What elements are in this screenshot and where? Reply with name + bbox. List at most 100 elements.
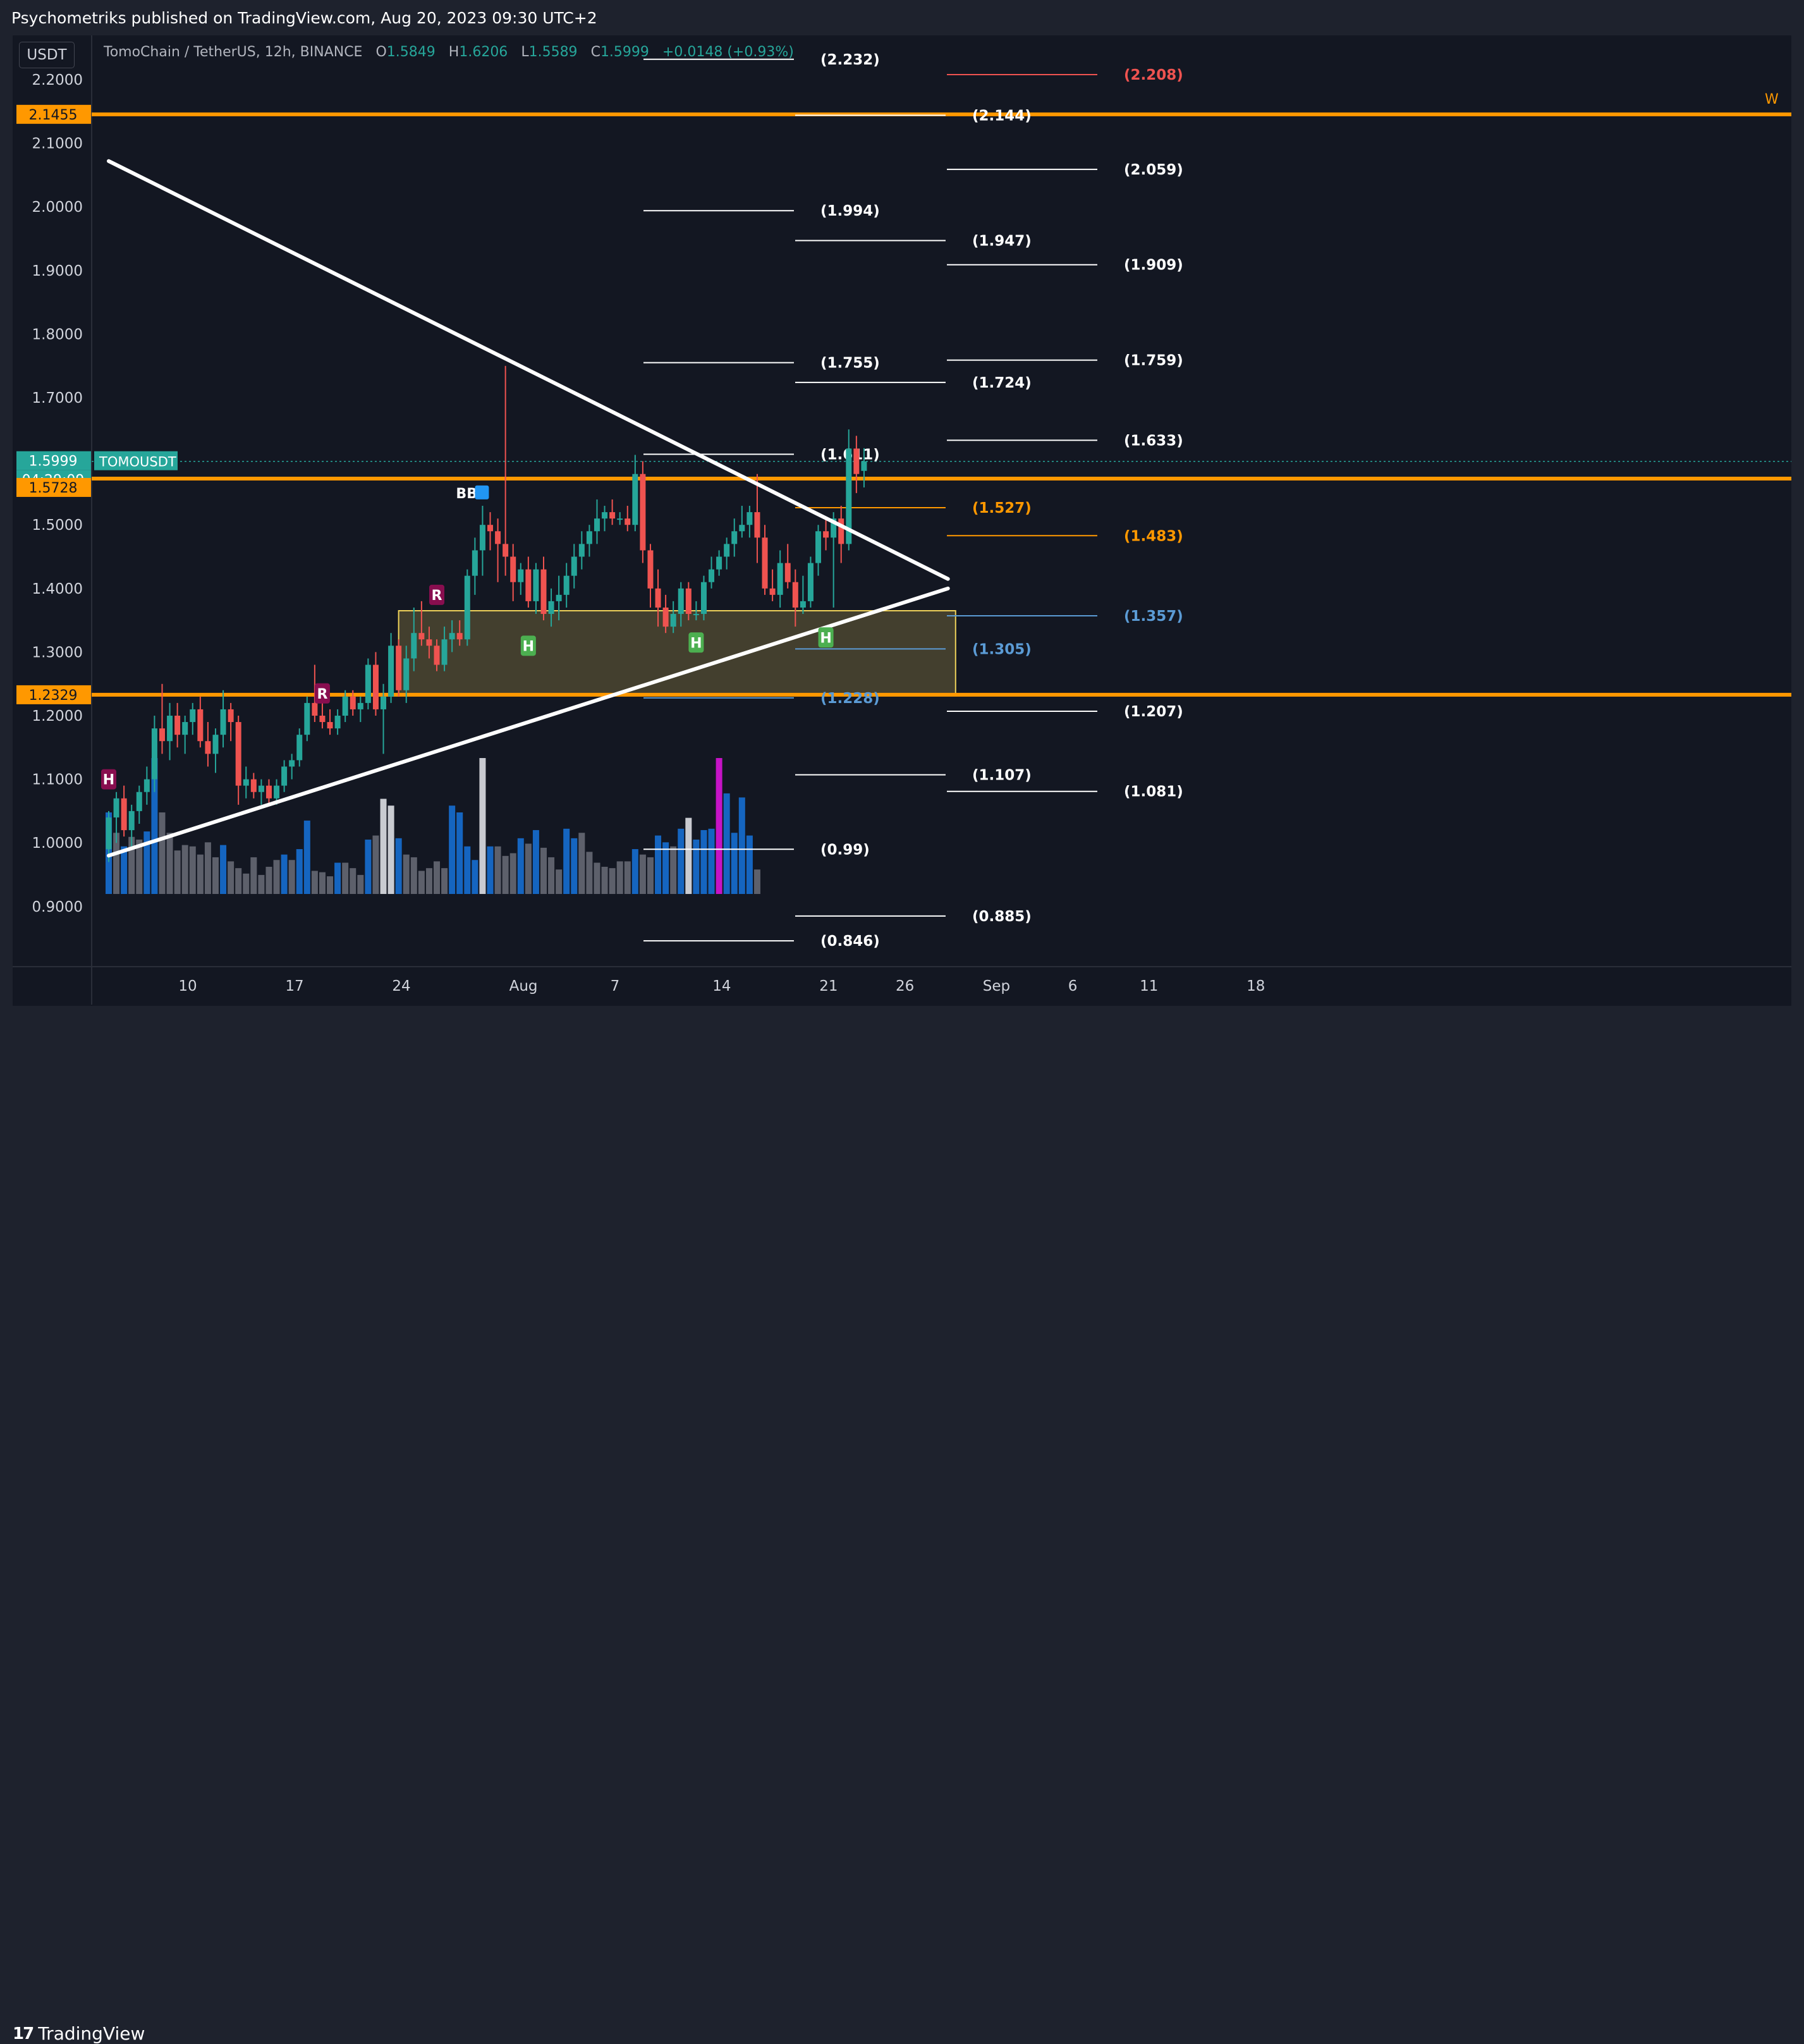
x-tick-label: Sep bbox=[983, 978, 1010, 994]
tradingview-logo[interactable]: 17 TradingView bbox=[13, 2023, 145, 2044]
x-tick-label: 7 bbox=[611, 978, 620, 994]
y-tick-label: 1.8000 bbox=[32, 326, 83, 343]
volume-bar bbox=[685, 817, 692, 894]
signal-marker bbox=[101, 769, 116, 790]
volume-bar bbox=[678, 828, 685, 894]
x-tick-label: Aug bbox=[509, 978, 538, 994]
candle-body bbox=[670, 614, 676, 627]
volume-bar bbox=[128, 836, 135, 894]
volume-bar bbox=[235, 868, 242, 894]
x-tick-label: 14 bbox=[712, 978, 731, 994]
candle-body bbox=[693, 614, 699, 616]
candle-body bbox=[853, 448, 860, 474]
legend-close-label: C bbox=[590, 44, 600, 60]
candle-body bbox=[625, 518, 631, 525]
volume-bar bbox=[136, 840, 143, 894]
volume-bar bbox=[578, 833, 585, 894]
volume-bar bbox=[639, 854, 646, 894]
candle-body bbox=[762, 537, 768, 589]
legend-open: 1.5849 bbox=[386, 44, 436, 60]
fib-level-label: (2.144) bbox=[972, 107, 1032, 124]
fib-level-label: (0.99) bbox=[820, 841, 870, 858]
volume-bar bbox=[265, 867, 272, 894]
volume-bar bbox=[738, 797, 745, 894]
candle-body bbox=[533, 569, 539, 601]
y-tick-label: 1.9000 bbox=[32, 263, 83, 279]
x-tick-label: 24 bbox=[392, 978, 410, 994]
volume-bar bbox=[365, 840, 372, 894]
x-tick-label: 26 bbox=[896, 978, 914, 994]
candle-body bbox=[327, 722, 333, 729]
volume-bar bbox=[403, 854, 410, 894]
candle-body bbox=[274, 785, 280, 799]
tradingview-mark-icon: 17 bbox=[13, 2024, 34, 2043]
volume-bar bbox=[151, 758, 158, 894]
candle-body bbox=[357, 702, 363, 709]
ticker-button[interactable]: USDT bbox=[19, 42, 75, 68]
volume-bar bbox=[631, 849, 638, 894]
volume-bar bbox=[540, 847, 547, 894]
candle-body bbox=[739, 525, 745, 532]
candle-body bbox=[784, 563, 791, 582]
candle-body bbox=[503, 544, 509, 557]
x-tick-label: 11 bbox=[1140, 978, 1158, 994]
volume-bar bbox=[449, 805, 456, 894]
fib-level-label: (2.232) bbox=[820, 52, 880, 68]
signal-marker bbox=[688, 632, 704, 653]
candle-body bbox=[792, 582, 798, 608]
y-tick-label: 2.1000 bbox=[32, 136, 83, 152]
volume-bar bbox=[563, 828, 570, 894]
fib-level-label: (1.947) bbox=[972, 233, 1032, 250]
candle-body bbox=[411, 633, 417, 659]
volume-bar bbox=[181, 845, 188, 894]
price-label: 1.2329 bbox=[29, 688, 78, 704]
volume-bar bbox=[723, 793, 730, 894]
volume-bar bbox=[319, 872, 326, 894]
candle-body bbox=[716, 556, 722, 570]
candle-body bbox=[228, 709, 234, 723]
signal-marker-label: H bbox=[523, 639, 534, 654]
candle-body bbox=[128, 811, 135, 831]
x-tick-label: 18 bbox=[1246, 978, 1265, 994]
price-chart[interactable]: 2.2000 2.1000 2.0000 1.9000 1.8000 1.7000 1.50… bbox=[13, 35, 1791, 1006]
candle-body bbox=[174, 716, 181, 735]
candle-body bbox=[212, 735, 219, 754]
candle-body bbox=[350, 696, 356, 709]
bb-arrow-icon bbox=[475, 485, 489, 499]
candle-body bbox=[487, 525, 493, 532]
y-tick-label: 1.0000 bbox=[32, 835, 83, 852]
fib-level-label: (1.081) bbox=[1124, 784, 1183, 800]
y-tick-label: 1.2000 bbox=[32, 708, 83, 725]
candle-body bbox=[525, 569, 532, 601]
fib-level-label: (1.207) bbox=[1124, 704, 1183, 720]
candle-body bbox=[700, 582, 707, 615]
candle-body bbox=[838, 518, 844, 544]
fib-level-label: (1.909) bbox=[1124, 257, 1183, 274]
volume-bar bbox=[197, 854, 204, 894]
fib-level-label: (1.994) bbox=[820, 203, 880, 219]
candle-body bbox=[106, 817, 112, 850]
volume-bar bbox=[189, 846, 196, 894]
volume-bar bbox=[212, 857, 219, 894]
candle-body bbox=[815, 531, 822, 563]
volume-bar bbox=[662, 842, 669, 894]
y-tick-label: 2.2000 bbox=[32, 72, 83, 89]
candle-body bbox=[472, 550, 478, 576]
y-tick-label: 1.1000 bbox=[32, 772, 83, 788]
demand-zone bbox=[398, 610, 956, 695]
volume-bar bbox=[380, 799, 387, 894]
candle-body bbox=[586, 531, 592, 544]
top-bar: Psychometriks published on TradingView.c… bbox=[0, 0, 1804, 37]
tradingview-brand: TradingView bbox=[38, 2023, 145, 2044]
candle-body bbox=[381, 696, 387, 709]
trendline bbox=[107, 159, 950, 581]
candle-body bbox=[724, 544, 730, 557]
y-tick-label: 1.3000 bbox=[32, 644, 83, 661]
volume-bar bbox=[174, 850, 181, 894]
candle-body bbox=[190, 709, 196, 723]
fib-level-label: (1.527) bbox=[972, 500, 1032, 517]
chart-area[interactable]: 2.2000 2.1000 2.0000 1.9000 1.8000 1.7000 1.50… bbox=[13, 35, 1791, 1006]
volume-bar bbox=[121, 846, 128, 894]
candle-body bbox=[143, 779, 150, 792]
y-tick-label: 1.7000 bbox=[32, 390, 83, 407]
